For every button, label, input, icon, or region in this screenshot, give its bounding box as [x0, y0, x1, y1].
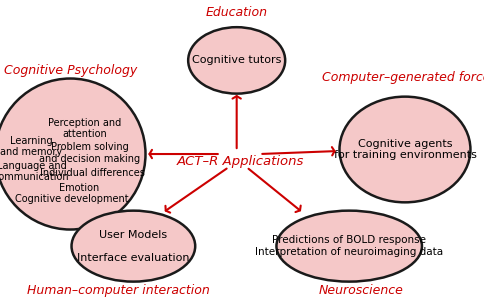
Text: Neuroscience: Neuroscience: [318, 284, 403, 297]
Text: Problem solving
and decision making: Problem solving and decision making: [39, 142, 140, 164]
Ellipse shape: [0, 79, 145, 230]
Text: Human–computer interaction: Human–computer interaction: [28, 284, 210, 297]
Text: Emotion: Emotion: [59, 183, 99, 193]
Text: User Models

Interface evaluation: User Models Interface evaluation: [77, 230, 189, 263]
Ellipse shape: [339, 97, 469, 202]
Text: Computer–generated forces: Computer–generated forces: [322, 70, 484, 84]
Ellipse shape: [188, 27, 285, 94]
Text: Cognitive tutors: Cognitive tutors: [192, 55, 281, 66]
Text: Perception and
attention: Perception and attention: [48, 117, 121, 139]
Text: Education: Education: [205, 5, 267, 19]
Text: Predictions of BOLD response
Interpretation of neuroimaging data: Predictions of BOLD response Interpretat…: [255, 235, 442, 257]
Text: ACT–R Applications: ACT–R Applications: [176, 155, 303, 168]
Text: Cognitive Psychology: Cognitive Psychology: [4, 64, 136, 78]
Text: Language and
communication: Language and communication: [0, 161, 69, 182]
Text: Cognitive agents
for training environments: Cognitive agents for training environmen…: [333, 139, 475, 160]
Text: Individual differences: Individual differences: [40, 168, 144, 178]
Ellipse shape: [72, 211, 195, 281]
Text: Learning
and memory: Learning and memory: [0, 136, 62, 157]
Ellipse shape: [276, 211, 421, 281]
Text: Cognitive development: Cognitive development: [15, 194, 128, 204]
